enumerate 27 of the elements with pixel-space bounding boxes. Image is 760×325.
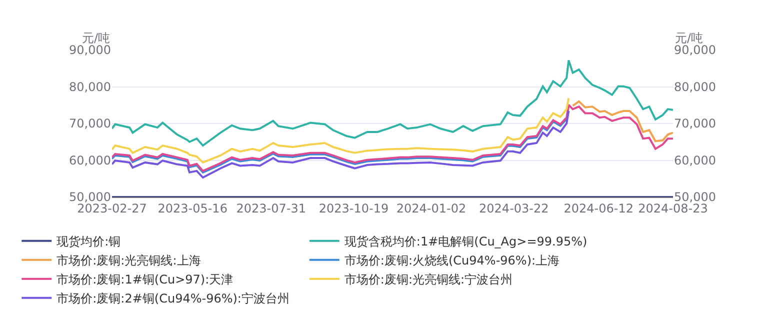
y-tick-label: 70,000 [69, 116, 111, 131]
y-tick-label: 90,000 [69, 43, 111, 58]
legend-label: 市场价:废铜:光亮铜线:宁波台州 [344, 272, 513, 287]
line-series [112, 59, 673, 147]
x-tick-label: 2024-06-12 [564, 201, 634, 216]
line-series [112, 97, 570, 164]
x-tick-label: 2023-10-19 [318, 201, 389, 216]
legend-label: 市场价:废铜:火烧线(Cu94%-96%):上海 [344, 254, 560, 268]
y2-tick-label: 70,000 [674, 116, 716, 131]
line-series [572, 100, 673, 142]
y-tick-label: 60,000 [69, 153, 111, 168]
y-axis-title: 元/吨 [82, 31, 110, 45]
y-tick-label: 80,000 [69, 80, 111, 94]
x-tick-label: 2023-07-31 [236, 201, 306, 216]
legend-label: 市场价:废铜:1#铜(Cu>97):天津 [56, 272, 234, 287]
x-tick-label: 2024-01-02 [396, 201, 466, 216]
line-series [112, 104, 673, 172]
y2-tick-label: 60,000 [674, 153, 716, 168]
legend-label: 现货含税均价:1#电解铜(Cu_Ag>=99.95%) [344, 234, 588, 249]
y2-tick-label: 80,000 [674, 80, 716, 94]
legend-label: 市场价:废铜:2#铜(Cu94%-96%):宁波台州 [56, 292, 290, 306]
x-tick-label: 2024-03-22 [479, 201, 549, 216]
legend-label: 现货均价:铜 [56, 234, 121, 249]
x-tick-label: 2023-05-16 [158, 201, 228, 216]
y2-axis-title: 元/吨 [675, 31, 704, 45]
y2-tick-label: 90,000 [674, 43, 716, 58]
legend-label: 市场价:废铜:光亮铜线:上海 [56, 254, 201, 268]
